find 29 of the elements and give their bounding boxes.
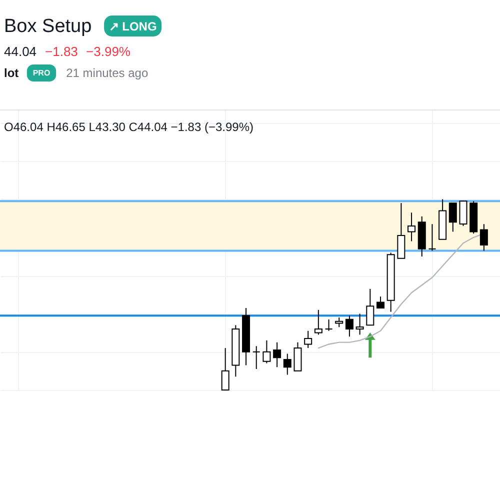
- candlestick: [324, 318, 333, 332]
- text: −3.99%: [86, 44, 131, 59]
- candlestick: [408, 212, 416, 242]
- text: 44.04: [4, 44, 37, 59]
- candlestick: [283, 353, 292, 376]
- candlestick: [262, 340, 271, 364]
- candlestick: [345, 315, 354, 338]
- text: −1.83: [45, 44, 78, 59]
- text: 21 minutes ago: [66, 66, 148, 80]
- candlestick: [304, 330, 312, 349]
- candlestick: [459, 200, 468, 226]
- text: Box Setup: [4, 16, 92, 37]
- text: ↗ LONG: [108, 20, 157, 34]
- candlestick: [356, 313, 364, 336]
- candlestick: [397, 202, 406, 259]
- candlestick: [366, 288, 374, 326]
- candlestick: [252, 346, 260, 370]
- candlestick: [428, 224, 436, 252]
- candlestick: [448, 202, 457, 232]
- candlestick: [294, 342, 302, 372]
- text: lot: [4, 66, 19, 80]
- text: PRO: [32, 68, 50, 78]
- text: O46.04 H46.65 L43.30 C44.04 −1.83 (−3.99%): [4, 120, 254, 134]
- candlestick: [335, 317, 344, 328]
- candlestick: [221, 348, 230, 390]
- candlestick: [480, 224, 488, 252]
- candlestick: [314, 309, 322, 336]
- candlestick: [376, 296, 384, 308]
- candlestick: [273, 342, 282, 368]
